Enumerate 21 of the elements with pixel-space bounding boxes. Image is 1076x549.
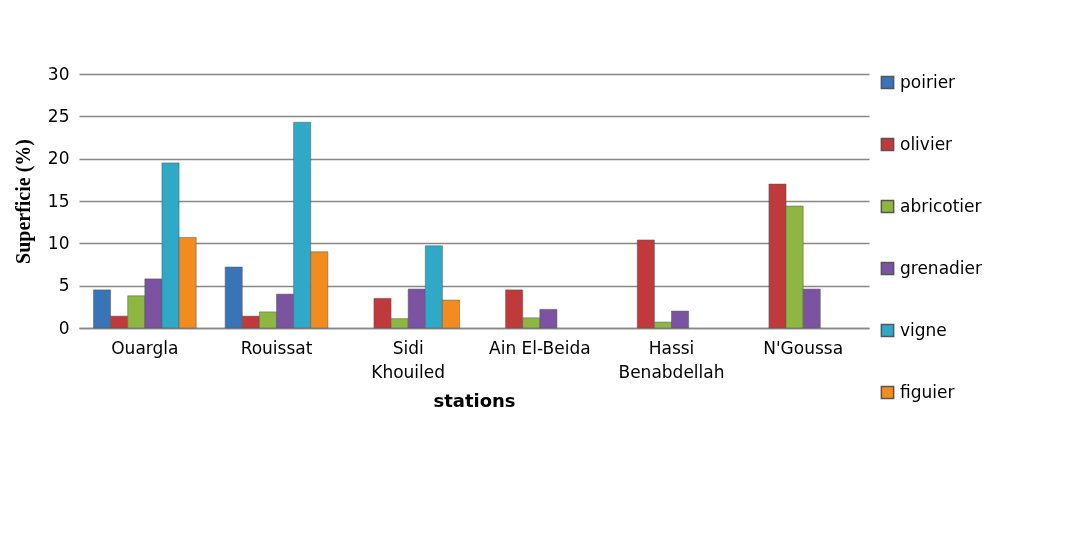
y-tick-label: 5 — [58, 275, 70, 296]
x-axis-title: stations — [433, 389, 516, 411]
x-tick-label: Ain El-Beida — [489, 337, 591, 358]
y-axis-title: Superficie (%) — [11, 139, 35, 264]
x-tick-label: Ouargla — [111, 337, 179, 358]
y-tick-label: 0 — [58, 317, 70, 338]
legend-label: vigne — [900, 319, 947, 340]
y-tick-label: 25 — [47, 105, 70, 126]
legend-label: figuier — [900, 381, 955, 402]
legend-label: poirier — [900, 71, 956, 92]
y-tick-label: 20 — [47, 148, 70, 169]
y-tick-label: 15 — [47, 190, 70, 211]
y-tick-label: 10 — [47, 232, 70, 253]
x-tick-label: Hassi Benabdellah — [618, 337, 725, 382]
legend-label: olivier — [900, 133, 953, 154]
legend-label: grenadier — [900, 257, 983, 278]
y-tick-label: 30 — [47, 63, 70, 84]
x-tick-label: Sidi Khouiled — [371, 337, 446, 382]
x-tick-label: Rouissat — [240, 337, 313, 358]
x-tick-label: N'Goussa — [763, 337, 844, 358]
legend-label: abricotier — [900, 195, 982, 216]
